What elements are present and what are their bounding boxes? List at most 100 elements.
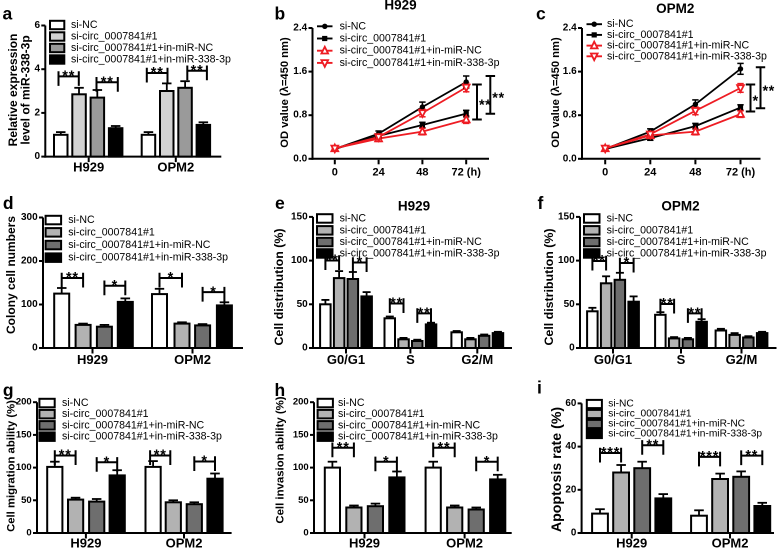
svg-text:si-circ_0007841#1+in-miR-NC: si-circ_0007841#1+in-miR-NC [340, 45, 483, 57]
svg-text:2.4: 2.4 [563, 23, 577, 34]
svg-text:si-circ_0007841#1: si-circ_0007841#1 [338, 408, 425, 420]
svg-text:OPM2: OPM2 [157, 160, 194, 175]
svg-text:OPM2: OPM2 [166, 536, 203, 550]
svg-text:si-circ_0007841#1+in-miR-338-3: si-circ_0007841#1+in-miR-338-3p [608, 429, 762, 440]
svg-text:*: * [201, 454, 207, 470]
svg-text:200: 200 [21, 256, 38, 267]
svg-text:G0/G1: G0/G1 [327, 352, 365, 367]
svg-text:0: 0 [26, 528, 31, 539]
svg-text:H929: H929 [398, 199, 430, 214]
svg-text:Cell migration ability (%): Cell migration ability (%) [6, 400, 18, 532]
svg-text:0: 0 [602, 167, 608, 179]
svg-text:Cell distribution (%): Cell distribution (%) [542, 228, 556, 345]
svg-text:Cell invasion ability (%): Cell invasion ability (%) [275, 396, 287, 523]
svg-text:OPM2: OPM2 [656, 1, 694, 16]
svg-text:si-circ_0007841#1: si-circ_0007841#1 [68, 226, 155, 238]
svg-text:si-circ_0007841#1+in-miR-338-3: si-circ_0007841#1+in-miR-338-3p [71, 54, 231, 66]
svg-text:**: ** [101, 74, 114, 90]
svg-text:G2/M: G2/M [461, 352, 493, 367]
svg-text:0: 0 [34, 151, 40, 162]
svg-text:**: ** [593, 253, 606, 269]
svg-text:**: ** [62, 69, 75, 85]
svg-text:**: ** [337, 440, 350, 456]
svg-text:200: 200 [293, 397, 309, 408]
svg-text:24: 24 [644, 167, 657, 179]
svg-text:**: ** [326, 253, 339, 269]
svg-text:b: b [275, 4, 286, 24]
svg-text:H929: H929 [70, 536, 101, 550]
svg-text:si-circ_0007841#1: si-circ_0007841#1 [340, 33, 427, 45]
svg-text:2: 2 [34, 107, 40, 118]
svg-text:150: 150 [16, 429, 32, 440]
svg-text:100: 100 [291, 255, 308, 266]
svg-text:*: * [753, 94, 759, 110]
svg-text:0: 0 [32, 343, 38, 354]
svg-text:si-circ_0007841#1+in-miR-NC: si-circ_0007841#1+in-miR-NC [68, 239, 211, 251]
svg-text:2.4: 2.4 [293, 23, 307, 34]
svg-text:200: 200 [16, 397, 32, 408]
svg-text:si-circ_0007841#1+in-miR-NC: si-circ_0007841#1+in-miR-NC [340, 236, 483, 248]
svg-text:***: *** [700, 449, 719, 465]
svg-text:g: g [3, 380, 14, 400]
svg-text:**: ** [492, 91, 504, 107]
svg-text:50: 50 [564, 299, 576, 310]
svg-text:f: f [538, 193, 544, 213]
svg-text:OPM2: OPM2 [661, 199, 699, 214]
svg-text:50: 50 [21, 495, 32, 506]
svg-text:**: ** [66, 270, 79, 286]
svg-text:100: 100 [293, 462, 309, 473]
svg-text:*: * [624, 255, 630, 271]
svg-text:100: 100 [558, 255, 575, 266]
svg-text:si-circ_0007841#1: si-circ_0007841#1 [607, 224, 694, 236]
svg-text:**: ** [191, 63, 204, 79]
svg-text:0.0: 0.0 [293, 153, 307, 164]
svg-text:si-circ_0007841#1+in-miR-338-3: si-circ_0007841#1+in-miR-338-3p [607, 50, 767, 62]
svg-text:si-NC: si-NC [68, 214, 95, 226]
svg-text:300: 300 [21, 212, 38, 223]
svg-text:60: 60 [565, 398, 576, 409]
svg-text:150: 150 [558, 211, 575, 222]
svg-text:**: ** [479, 98, 491, 114]
svg-text:*: * [383, 454, 389, 470]
svg-text:1.6: 1.6 [293, 66, 307, 77]
svg-text:*: * [357, 255, 363, 271]
svg-text:G0/G1: G0/G1 [594, 352, 632, 367]
svg-text:***: *** [601, 445, 620, 461]
svg-text:si-NC: si-NC [71, 19, 98, 31]
svg-text:G2/M: G2/M [726, 352, 758, 367]
svg-text:*: * [484, 454, 490, 470]
svg-text:**: ** [390, 296, 403, 312]
svg-text:**: ** [661, 296, 674, 312]
svg-text:si-circ_0007841#1+in-miR-338-3: si-circ_0007841#1+in-miR-338-3p [340, 57, 500, 69]
svg-text:OPM2: OPM2 [446, 536, 483, 550]
svg-text:72 (h): 72 (h) [452, 167, 482, 179]
svg-text:0: 0 [571, 528, 577, 539]
svg-text:si-NC: si-NC [340, 213, 367, 225]
svg-text:48: 48 [689, 167, 701, 179]
svg-text:0: 0 [569, 343, 575, 354]
svg-text:100: 100 [21, 299, 38, 310]
svg-text:Cell distribution (%): Cell distribution (%) [272, 228, 286, 345]
svg-text:si-circ_0007841#1+in-miR-338-3: si-circ_0007841#1+in-miR-338-3p [68, 252, 228, 264]
svg-text:si-circ_0007841#1: si-circ_0007841#1 [607, 29, 694, 41]
svg-text:6: 6 [34, 20, 40, 31]
svg-text:si-circ_0007841#1+in-miR-338-3: si-circ_0007841#1+in-miR-338-3p [62, 431, 222, 443]
svg-text:si-NC: si-NC [607, 213, 634, 225]
svg-text:4: 4 [34, 64, 40, 75]
svg-text:si-circ_0007841#1+in-miR-338-3: si-circ_0007841#1+in-miR-338-3p [340, 247, 500, 259]
svg-text:si-circ_0007841#1: si-circ_0007841#1 [62, 408, 149, 420]
svg-text:si-NC: si-NC [340, 20, 367, 32]
svg-text:1.6: 1.6 [563, 66, 577, 77]
svg-text:50: 50 [297, 299, 309, 310]
svg-text:**: ** [763, 83, 775, 99]
svg-text:**: ** [646, 438, 659, 454]
svg-text:0: 0 [302, 343, 308, 354]
svg-text:**: ** [745, 448, 758, 464]
svg-text:si-NC: si-NC [608, 399, 633, 410]
svg-text:si-circ_0007841#1+in-miR-338-3: si-circ_0007841#1+in-miR-338-3p [607, 247, 767, 259]
svg-text:i: i [537, 378, 542, 398]
svg-text:150: 150 [293, 429, 309, 440]
svg-text:si-circ_0007841#1+in-miR-NC: si-circ_0007841#1+in-miR-NC [608, 419, 745, 430]
svg-text:H929: H929 [73, 160, 104, 175]
svg-text:si-circ_0007841#1+in-miR-NC: si-circ_0007841#1+in-miR-NC [338, 419, 481, 431]
